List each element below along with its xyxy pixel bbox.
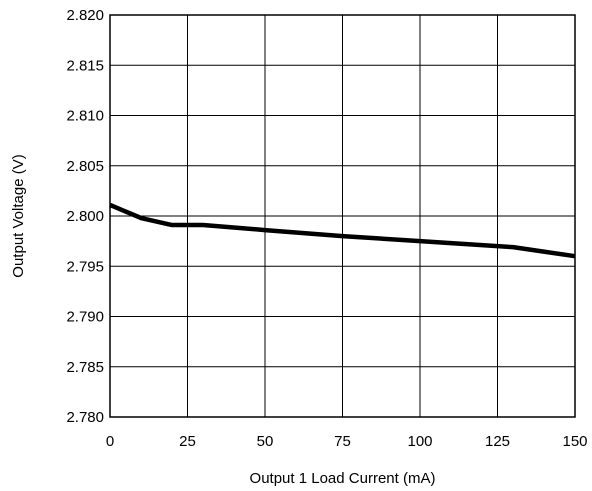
series-line	[109, 202, 576, 259]
y-tick-label: 2.805	[66, 158, 104, 175]
x-tick-label: 100	[407, 433, 432, 450]
y-tick-label: 2.790	[66, 309, 104, 326]
x-tick-labels: 0 25 50 75 100 125 150	[106, 433, 588, 450]
x-axis-label: Output 1 Load Current (mA)	[250, 470, 436, 487]
y-tick-label: 2.800	[66, 208, 104, 225]
y-tick-label: 2.780	[66, 409, 104, 426]
x-tick-label: 25	[179, 433, 196, 450]
y-axis-label: Output Voltage (V)	[10, 154, 27, 277]
x-tick-label: 75	[334, 433, 351, 450]
x-tick-label: 0	[106, 433, 114, 450]
plot-frame	[109, 14, 576, 418]
y-tick-label: 2.810	[66, 108, 104, 125]
grid	[110, 15, 575, 417]
x-tick-label: 50	[257, 433, 274, 450]
x-tick-label: 125	[485, 433, 510, 450]
y-tick-label: 2.820	[66, 7, 104, 24]
y-tick-label: 2.785	[66, 359, 104, 376]
x-tick-label: 150	[562, 433, 587, 450]
series-layer	[109, 202, 576, 259]
y-tick-label: 2.795	[66, 258, 104, 275]
y-tick-label: 2.815	[66, 57, 104, 74]
y-tick-labels: 2.780 2.785 2.790 2.795 2.800 2.805 2.810 2.815…	[66, 7, 104, 426]
